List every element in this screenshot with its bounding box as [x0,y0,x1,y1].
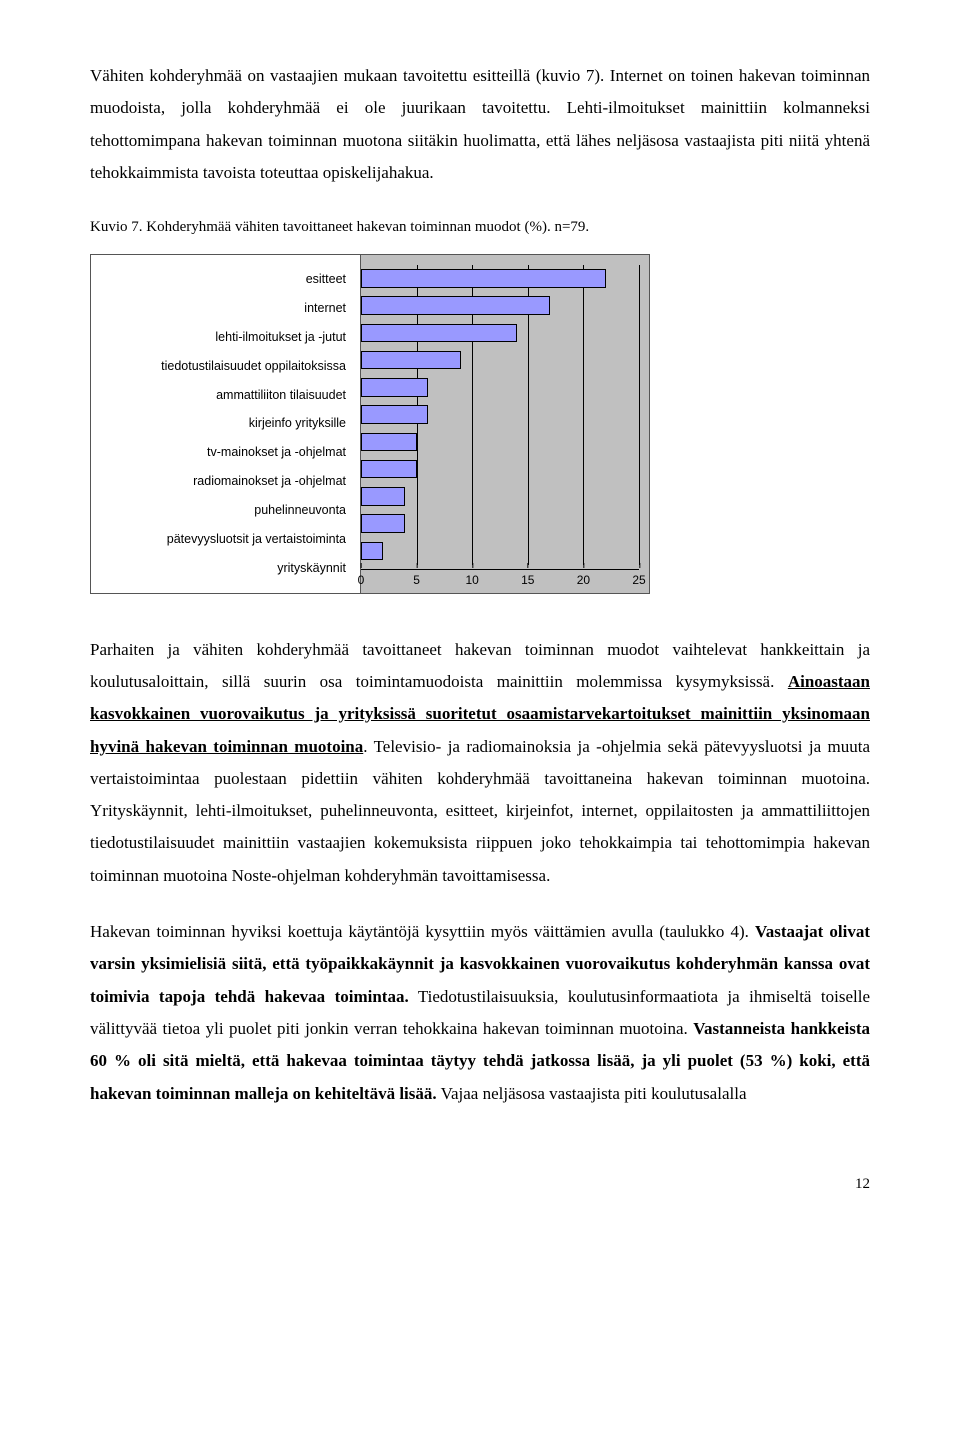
axis-tick: 25 [632,566,645,592]
chart-bar [361,405,428,424]
chart-container: esitteetinternetlehti-ilmoitukset ja -ju… [90,254,650,594]
p3-seg5: Vajaa neljäsosa vastaajista piti koulutu… [437,1084,747,1103]
axis-tick: 10 [466,566,479,592]
p3-seg1: Hakevan toiminnan hyviksi koettuja käytä… [90,922,755,941]
chart-bar [361,514,405,533]
axis-tick: 20 [577,566,590,592]
chart-bar-row [361,346,639,373]
chart-bar-row [361,428,639,455]
chart-label: kirjeinfo yrityksille [97,409,350,438]
chart-bar-row [361,537,639,564]
chart-category-labels: esitteetinternetlehti-ilmoitukset ja -ju… [91,255,361,593]
chart-label: internet [97,294,350,323]
chart-bar [361,460,417,479]
chart-label: ammattiliiton tilaisuudet [97,380,350,409]
chart-label: tiedotustilaisuudet oppilaitoksissa [97,351,350,380]
chart-bar [361,269,606,288]
chart-bar-row [361,510,639,537]
axis-tick: 15 [521,566,534,592]
chart-label: pätevyysluotsit ja vertaistoiminta [97,525,350,554]
chart-bar-row [361,401,639,428]
bar-chart: esitteetinternetlehti-ilmoitukset ja -ju… [90,254,650,594]
chart-bar [361,351,461,370]
axis-tick: 5 [413,566,420,592]
chart-label: puhelinneuvonta [97,496,350,525]
chart-bar [361,296,550,315]
chart-bar-row [361,374,639,401]
chart-bar-row [361,456,639,483]
chart-label: esitteet [97,265,350,294]
intro-paragraph: Vähiten kohderyhmää on vastaajien mukaan… [90,60,870,189]
chart-bar-row [361,292,639,319]
chart-label: radiomainokset ja -ohjelmat [97,467,350,496]
page-number: 12 [90,1170,870,1199]
paragraph-3: Hakevan toiminnan hyviksi koettuja käytä… [90,916,870,1110]
chart-bar [361,433,417,452]
chart-caption: Kuvio 7. Kohderyhmää vähiten tavoittanee… [90,213,870,242]
chart-label: yrityskäynnit [97,554,350,583]
chart-bar [361,324,517,343]
chart-plot-area: 0 5 10 15 20 25 [361,255,649,593]
chart-bar-row [361,483,639,510]
gridline [639,265,640,565]
chart-bar [361,378,428,397]
chart-x-axis: 0510152025 [361,569,639,587]
chart-bar [361,487,405,506]
chart-bar [361,542,383,561]
p2-seg3: . Televisio- ja radiomainoksia ja -ohjel… [90,737,870,885]
axis-tick: 0 [358,566,365,592]
chart-bar-row [361,319,639,346]
chart-label: tv-mainokset ja -ohjelmat [97,438,350,467]
p2-seg1: Parhaiten ja vähiten kohderyhmää tavoitt… [90,640,870,691]
chart-bars [361,265,639,565]
paragraph-2: Parhaiten ja vähiten kohderyhmää tavoitt… [90,634,870,892]
chart-label: lehti-ilmoitukset ja -jutut [97,323,350,352]
chart-bar-row [361,265,639,292]
